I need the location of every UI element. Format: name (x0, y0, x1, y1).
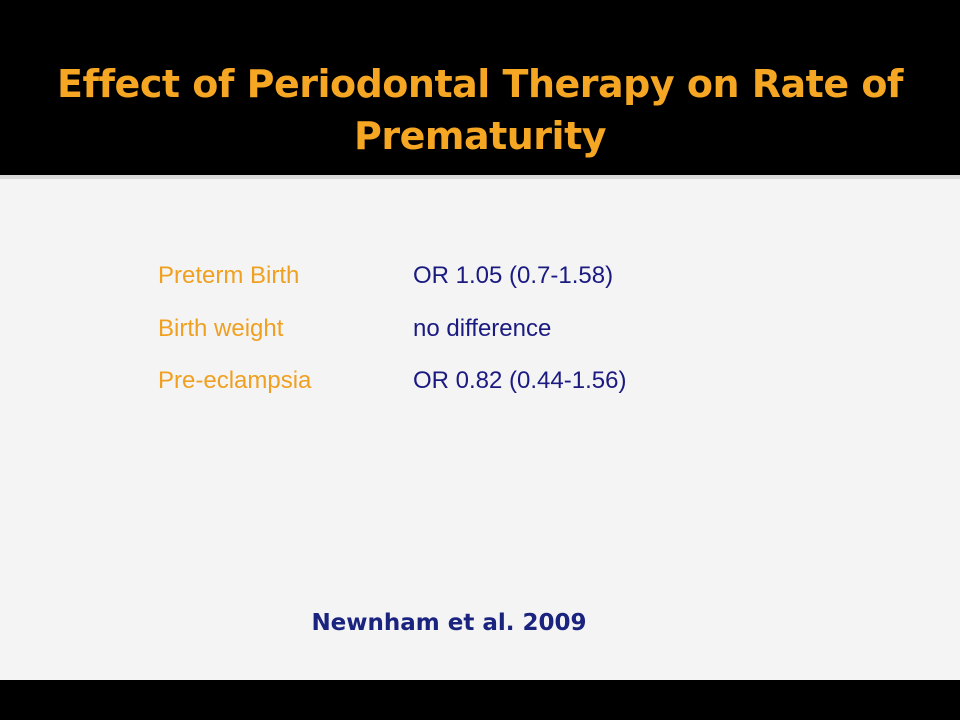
citation: Newnham et al. 2009 (311, 610, 587, 636)
title-divider (0, 175, 960, 179)
slide-content: Preterm Birth OR 1.05 (0.7-1.58) Birth w… (0, 179, 960, 680)
title-bar: Effect of Periodontal Therapy on Rate of… (0, 0, 960, 175)
bottom-bar (0, 680, 960, 720)
row-value: no difference (413, 315, 552, 342)
row-label: Pre-eclampsia (158, 367, 312, 394)
results-row-birth-weight: Birth weight no difference (158, 314, 858, 344)
results-row-pre-eclampsia: Pre-eclampsia OR 0.82 (0.44-1.56) (158, 366, 858, 396)
row-value: OR 1.05 (0.7-1.58) (413, 262, 614, 289)
row-label: Birth weight (158, 315, 284, 342)
row-label: Preterm Birth (158, 262, 300, 289)
results-row-preterm-birth: Preterm Birth OR 1.05 (0.7-1.58) (158, 261, 858, 291)
slide-title: Effect of Periodontal Therapy on Rate of… (57, 62, 903, 158)
row-value: OR 0.82 (0.44-1.56) (413, 367, 627, 394)
